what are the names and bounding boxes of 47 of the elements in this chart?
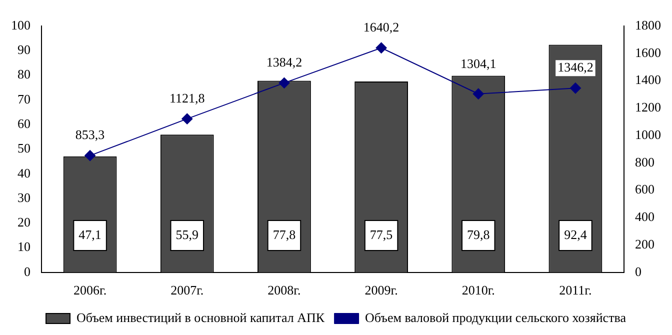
y-tick-label: 0 <box>24 264 30 279</box>
data-label: 92,4 <box>564 226 588 242</box>
data-label: 77,8 <box>272 226 296 242</box>
data-label: 853,3 <box>75 127 105 142</box>
y-tick-label: 40 <box>18 165 30 180</box>
y2-tick-label: 600 <box>635 182 654 197</box>
y2-tick-label: 400 <box>635 209 654 224</box>
y-tick-label: 80 <box>18 66 30 82</box>
data-label: 77,5 <box>370 226 393 242</box>
y-tick-label: 30 <box>18 190 30 205</box>
y-tick-label: 20 <box>18 214 30 230</box>
y-tick-label: 10 <box>18 239 30 254</box>
y-tick-label: 100 <box>11 17 30 32</box>
x-tick-label: 2007г. <box>170 282 204 298</box>
y-tick-label: 50 <box>18 140 30 156</box>
point <box>182 113 193 124</box>
x-tick-label: 2011г. <box>559 282 592 298</box>
point <box>84 150 96 162</box>
y-tick-label: 70 <box>18 91 30 106</box>
legend-label: Объем валовой продукции сельского хозяйства <box>365 310 626 325</box>
y2-tick-label: 1400 <box>635 72 661 88</box>
y2-tick-label: 200 <box>635 236 654 252</box>
point <box>376 42 387 54</box>
data-label: 1121,8 <box>169 90 205 106</box>
x-tick-label: 2008г. <box>268 282 301 298</box>
y2-tick-label: 1000 <box>635 126 661 142</box>
point <box>570 82 581 94</box>
data-label: 1384,2 <box>266 54 302 70</box>
data-label: 1346,2 <box>558 60 594 75</box>
y2-tick-label: 800 <box>635 154 654 170</box>
y2-tick-label: 0 <box>635 264 642 279</box>
point <box>278 77 290 88</box>
point <box>472 88 484 100</box>
data-label: 1304,1 <box>460 56 496 72</box>
x-tick-label: 2006г. <box>73 282 107 298</box>
data-label: 47,1 <box>78 226 102 242</box>
x-tick-label: 2010г. <box>462 282 495 298</box>
data-label: 1640,2 <box>363 19 400 34</box>
data-label: 79,8 <box>467 226 490 242</box>
y2-tick-label: 1200 <box>635 100 661 115</box>
y-tick-label: 90 <box>18 42 30 58</box>
legend-label: Объем инвестиций в основной капитал АПК <box>76 310 325 325</box>
x-tick-label: 2009г. <box>364 282 398 298</box>
data-label: 55,9 <box>176 226 198 242</box>
y-tick-label: 60 <box>18 116 30 131</box>
y2-tick-label: 1600 <box>635 44 661 60</box>
y2-tick-label: 1800 <box>635 17 661 32</box>
